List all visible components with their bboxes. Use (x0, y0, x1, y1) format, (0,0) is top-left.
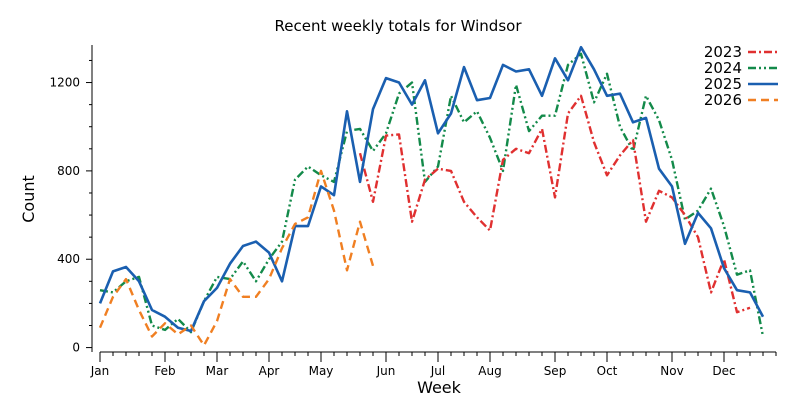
series-lines (98, 45, 765, 347)
x-tick-label: Nov (660, 364, 683, 378)
x-tick-label: Mar (206, 364, 229, 378)
legend-label-2023: 2023 (704, 43, 742, 61)
x-tick-label: Jan (90, 364, 110, 378)
series-line-2023 (358, 94, 751, 314)
x-tick-label: Jun (376, 364, 396, 378)
x-tick-label: Apr (259, 364, 280, 378)
series-line-2025 (98, 45, 765, 333)
y-axis-label: Count (19, 175, 38, 223)
x-tick-label: Aug (478, 364, 501, 378)
y-tick-label: 1200 (49, 76, 80, 90)
legend-label-2026: 2026 (704, 91, 742, 109)
x-axis-label: Week (417, 378, 462, 397)
y-tick-label: 0 (72, 341, 80, 355)
x-tick-label: May (309, 364, 334, 378)
y-tick-label: 800 (57, 164, 80, 178)
x-tick-label: Dec (712, 364, 735, 378)
x-tick-label: Jul (430, 364, 445, 378)
axes: 0 400 800 1200 Jan Feb Mar Apr May Jun Jul Aug Sep Oc… (49, 45, 777, 378)
x-tick-label: Sep (544, 364, 567, 378)
legend-label-2025: 2025 (704, 75, 742, 93)
series-line-2026 (98, 169, 375, 347)
chart-title: Recent weekly totals for Windsor (275, 17, 523, 35)
series-line-2024 (99, 52, 765, 337)
legend-label-2024: 2024 (704, 59, 742, 77)
x-tick-label: Oct (597, 364, 618, 378)
x-tick-label: Feb (154, 364, 175, 378)
y-tick-label: 400 (57, 252, 80, 266)
